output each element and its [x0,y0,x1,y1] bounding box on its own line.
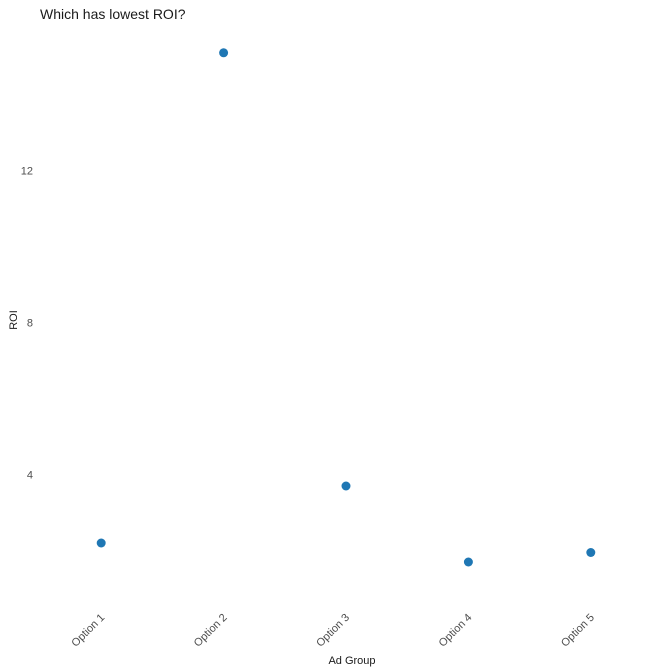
x-tick-label: Option 1 [69,612,107,650]
y-axis-ticks: 4 8 12 [21,166,33,482]
data-point [463,557,473,567]
x-tick-label: Option 4 [437,612,475,650]
x-axis-label: Ad Group [328,655,375,667]
data-point [341,481,351,491]
y-tick-label: 8 [27,318,33,330]
x-tick-label: Option 2 [192,612,230,650]
data-point [586,548,596,557]
data-point [96,538,106,548]
y-axis-label: ROI [8,310,20,330]
data-point [219,48,229,58]
y-tick-label: 12 [21,166,33,178]
chart-title: Which has lowest ROI? [40,6,186,22]
data-points [96,48,596,567]
y-tick-label: 4 [27,470,33,482]
x-tick-label: Option 5 [559,612,597,650]
x-tick-label: Option 3 [314,612,352,650]
x-axis-ticks: Option 1 Option 2 Option 3 Option 4 Option 5 [69,612,596,650]
